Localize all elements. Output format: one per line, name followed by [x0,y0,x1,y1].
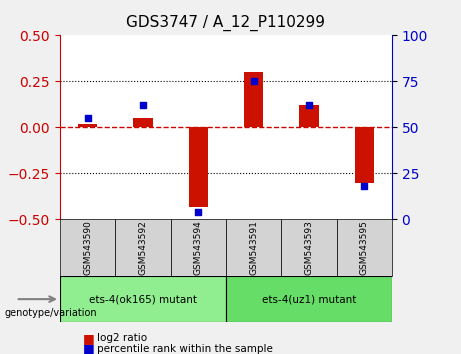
Point [361,183,368,189]
Point [250,79,257,84]
Bar [78,124,97,127]
Text: ■: ■ [83,342,95,354]
Bar [299,105,319,127]
Text: percentile rank within the sample: percentile rank within the sample [97,344,273,354]
Point [195,209,202,215]
Text: GSM543594: GSM543594 [194,221,203,275]
Point [305,103,313,108]
FancyBboxPatch shape [60,219,115,276]
FancyBboxPatch shape [281,219,337,276]
FancyBboxPatch shape [226,219,281,276]
Text: ets-4(uz1) mutant: ets-4(uz1) mutant [262,294,356,304]
FancyBboxPatch shape [226,276,392,322]
Text: GSM543592: GSM543592 [138,221,148,275]
FancyBboxPatch shape [115,219,171,276]
Text: ■: ■ [83,332,95,344]
Bar [189,127,208,207]
Text: ets-4(ok165) mutant: ets-4(ok165) mutant [89,294,197,304]
FancyBboxPatch shape [337,219,392,276]
Text: genotype/variation: genotype/variation [5,308,97,318]
Text: log2 ratio: log2 ratio [97,333,147,343]
Point [84,115,91,121]
Title: GDS3747 / A_12_P110299: GDS3747 / A_12_P110299 [126,15,325,31]
Bar [244,72,263,127]
FancyBboxPatch shape [60,276,226,322]
Bar [355,127,374,183]
Point [139,103,147,108]
Text: GSM543593: GSM543593 [304,220,313,275]
Text: GSM543595: GSM543595 [360,220,369,275]
Text: GSM543591: GSM543591 [249,220,258,275]
FancyBboxPatch shape [171,219,226,276]
Text: GSM543590: GSM543590 [83,220,92,275]
Bar [133,118,153,127]
